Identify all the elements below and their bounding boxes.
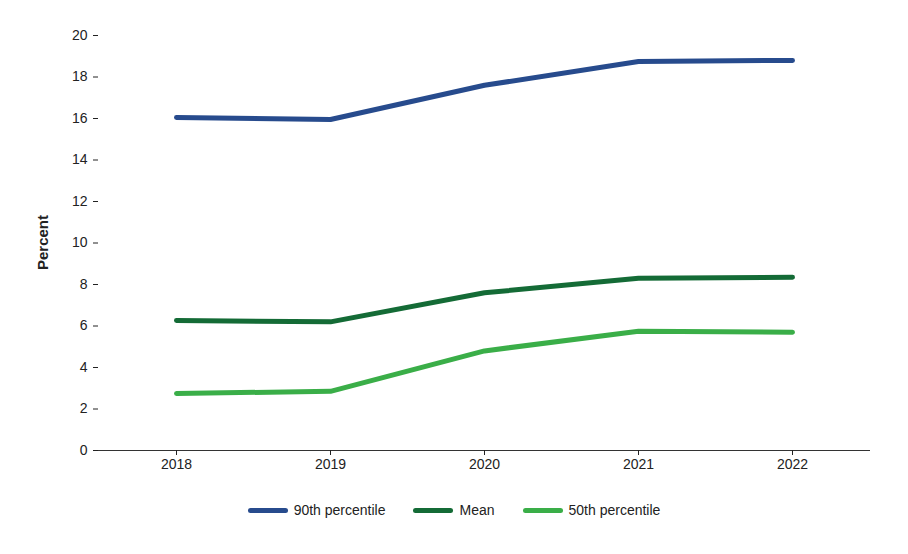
svg-text:4: 4 xyxy=(80,359,88,375)
svg-text:10: 10 xyxy=(72,234,88,250)
svg-text:6: 6 xyxy=(80,317,88,333)
svg-text:0: 0 xyxy=(80,442,88,458)
svg-text:2020: 2020 xyxy=(469,456,500,472)
html-text:50th percentile: 50th percentile xyxy=(568,502,661,518)
html-text:90th percentile: 90th percentile xyxy=(293,502,386,518)
svg-text:12: 12 xyxy=(72,193,88,209)
svg-text:8: 8 xyxy=(80,276,88,292)
svg-text:2022: 2022 xyxy=(777,456,808,472)
svg-text:20: 20 xyxy=(72,27,88,43)
svg-text:2021: 2021 xyxy=(623,456,654,472)
svg-text:Percent: Percent xyxy=(34,215,51,270)
svg-text:2018: 2018 xyxy=(161,456,192,472)
svg-text:2: 2 xyxy=(80,400,88,416)
svg-text:16: 16 xyxy=(72,110,88,126)
html-text:Mean: Mean xyxy=(459,502,495,518)
svg-text:18: 18 xyxy=(72,68,88,84)
svg-text:2019: 2019 xyxy=(315,456,346,472)
svg-text:14: 14 xyxy=(72,151,88,167)
